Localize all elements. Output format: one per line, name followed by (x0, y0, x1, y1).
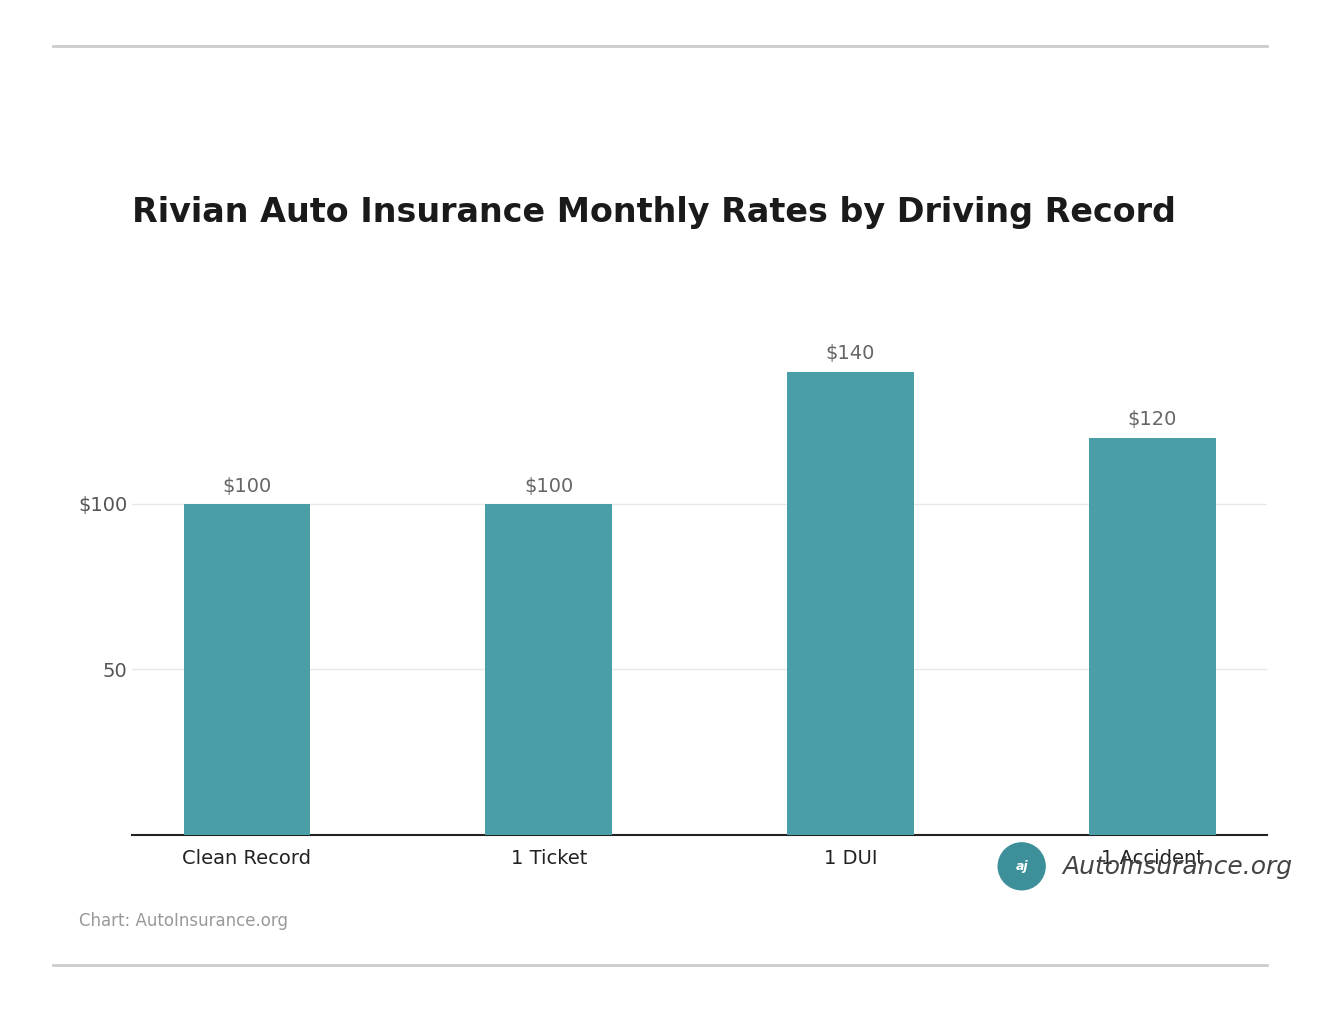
Text: $120: $120 (1127, 410, 1177, 430)
Text: Chart: AutoInsurance.org: Chart: AutoInsurance.org (79, 912, 288, 930)
Circle shape (998, 843, 1045, 890)
Text: Rivian Auto Insurance Monthly Rates by Driving Record: Rivian Auto Insurance Monthly Rates by D… (132, 196, 1176, 229)
Bar (183, 504, 310, 835)
Text: $100: $100 (222, 476, 272, 496)
Text: aj: aj (1015, 860, 1028, 872)
Text: $140: $140 (826, 344, 875, 363)
Bar (486, 504, 612, 835)
Text: $100: $100 (524, 476, 573, 496)
Bar (787, 372, 913, 835)
Bar (1089, 438, 1216, 835)
Text: AutoInsurance.org: AutoInsurance.org (1063, 855, 1292, 880)
